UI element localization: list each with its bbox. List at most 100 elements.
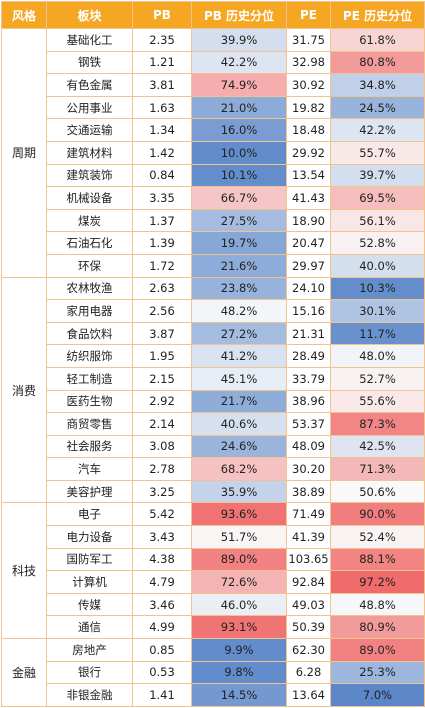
table-row: 食品饮料 3.87 27.2% 21.31 11.7% <box>2 321 425 346</box>
pe-cell: 92.84 <box>286 570 331 594</box>
pb-cell: 3.87 <box>132 321 192 346</box>
pe-percentile-cell: 61.8% <box>330 28 425 52</box>
pe-percentile-cell: 42.5% <box>330 434 425 459</box>
table-header: 风格 板块 PB PB 历史分位 PE PE 历史分位 <box>1 1 425 29</box>
table-row: 交通运输 1.34 16.0% 18.48 42.2% <box>2 118 425 142</box>
pb-percentile-cell: 39.9% <box>191 28 287 52</box>
pe-cell: 13.54 <box>286 163 331 188</box>
table-row: 汽车 2.78 68.2% 30.20 71.3% <box>2 457 425 481</box>
table-row: 公用事业 1.63 21.0% 19.82 24.5% <box>2 95 425 120</box>
pb-percentile-cell: 66.7% <box>191 186 287 210</box>
pb-cell: 2.78 <box>132 457 192 481</box>
sector-cell: 社会服务 <box>46 434 133 459</box>
table-row: 医药生物 2.92 21.7% 38.96 55.6% <box>2 389 425 414</box>
pe-percentile-cell: 30.1% <box>330 299 425 323</box>
table-row: 银行 0.53 9.8% 6.28 25.3% <box>2 660 425 685</box>
pb-percentile-cell: 27.5% <box>191 208 287 233</box>
pb-percentile-cell: 21.7% <box>191 389 287 414</box>
sector-cell: 石油石化 <box>46 231 133 255</box>
style-group-label: 周期 <box>1 28 47 278</box>
pe-percentile-cell: 48.8% <box>330 592 425 617</box>
pb-percentile-cell: 40.6% <box>191 412 287 436</box>
table-row: 轻工制造 2.15 45.1% 33.79 52.7% <box>2 366 425 391</box>
pb-cell: 1.72 <box>132 253 192 278</box>
table-row: 建筑材料 1.42 10.0% 29.92 55.7% <box>2 140 425 165</box>
pb-cell: 3.46 <box>132 592 192 617</box>
pb-percentile-cell: 21.6% <box>191 253 287 278</box>
table-row: 传媒 3.46 46.0% 49.03 48.8% <box>2 592 425 617</box>
pe-percentile-cell: 42.2% <box>330 118 425 142</box>
pb-percentile-cell: 68.2% <box>191 457 287 481</box>
style-group-label: 科技 <box>1 502 47 640</box>
pb-cell: 0.85 <box>132 638 192 662</box>
table-row: 环保 1.72 21.6% 29.97 40.0% <box>2 253 425 278</box>
sector-cell: 建筑装饰 <box>46 163 133 188</box>
table-row: 机械设备 3.35 66.7% 41.43 69.5% <box>2 186 425 210</box>
pb-cell: 2.14 <box>132 412 192 436</box>
pb-percentile-cell: 16.0% <box>191 118 287 142</box>
pe-cell: 29.92 <box>286 140 331 165</box>
table-row: 煤炭 1.37 27.5% 18.90 56.1% <box>2 208 425 233</box>
pe-cell: 21.31 <box>286 321 331 346</box>
pb-percentile-cell: 10.1% <box>191 163 287 188</box>
header-pe-percentile: PE 历史分位 <box>330 1 425 29</box>
header-pb-percentile: PB 历史分位 <box>191 1 287 29</box>
pb-percentile-cell: 72.6% <box>191 570 287 594</box>
pe-cell: 48.09 <box>286 434 331 459</box>
pb-cell: 1.34 <box>132 118 192 142</box>
style-group-label: 消费 <box>1 276 47 504</box>
sector-cell: 食品饮料 <box>46 321 133 346</box>
pe-cell: 38.89 <box>286 479 331 504</box>
table-body: 周期 基础化工 2.35 39.9% 31.75 61.8% 钢铁 1.21 42.2% 32.9… <box>1 28 425 707</box>
pe-cell: 49.03 <box>286 592 331 617</box>
pe-percentile-cell: 55.7% <box>330 140 425 165</box>
pb-cell: 5.42 <box>132 502 192 527</box>
pe-percentile-cell: 90.0% <box>330 502 425 527</box>
sector-cell: 计算机 <box>46 570 133 594</box>
sector-cell: 机械设备 <box>46 186 133 210</box>
pe-percentile-cell: 52.4% <box>330 525 425 549</box>
table-row: 商贸零售 2.14 40.6% 53.37 87.3% <box>2 412 425 436</box>
pe-cell: 41.39 <box>286 525 331 549</box>
pb-cell: 1.63 <box>132 95 192 120</box>
table-row: 建筑装饰 0.84 10.1% 13.54 39.7% <box>2 163 425 188</box>
pb-cell: 1.21 <box>132 50 192 75</box>
pb-percentile-cell: 74.9% <box>191 73 287 97</box>
pe-cell: 50.39 <box>286 615 331 640</box>
sector-cell: 房地产 <box>46 638 133 662</box>
table-row: 周期 基础化工 2.35 39.9% 31.75 61.8% <box>1 28 425 278</box>
sector-cell: 纺织服饰 <box>46 344 133 368</box>
pb-cell: 1.37 <box>132 208 192 233</box>
table-row: 家用电器 2.56 48.2% 15.16 30.1% <box>2 299 425 323</box>
header-pb: PB <box>132 1 192 29</box>
pb-percentile-cell: 27.2% <box>191 321 287 346</box>
pe-percentile-cell: 50.6% <box>330 479 425 504</box>
pb-cell: 3.25 <box>132 479 192 504</box>
pe-cell: 38.96 <box>286 389 331 414</box>
sector-cell: 汽车 <box>46 457 133 481</box>
sector-cell: 有色金属 <box>46 73 133 97</box>
sector-cell: 通信 <box>46 615 133 640</box>
pb-percentile-cell: 41.2% <box>191 344 287 368</box>
pe-cell: 18.48 <box>286 118 331 142</box>
pe-cell: 62.30 <box>286 638 331 662</box>
pe-percentile-cell: 88.1% <box>330 547 425 572</box>
pb-percentile-cell: 24.6% <box>191 434 287 459</box>
pb-percentile-cell: 51.7% <box>191 525 287 549</box>
sector-cell: 国防军工 <box>46 547 133 572</box>
table-row: 计算机 4.79 72.6% 92.84 97.2% <box>2 570 425 594</box>
pe-cell: 30.20 <box>286 457 331 481</box>
sector-cell: 煤炭 <box>46 208 133 233</box>
pe-percentile-cell: 40.0% <box>330 253 425 278</box>
sector-cell: 商贸零售 <box>46 412 133 436</box>
pb-percentile-cell: 9.8% <box>191 660 287 685</box>
pb-cell: 3.81 <box>132 73 192 97</box>
pb-cell: 3.08 <box>132 434 192 459</box>
pb-percentile-cell: 19.7% <box>191 231 287 255</box>
table-row: 石油石化 1.39 19.7% 20.47 52.8% <box>2 231 425 255</box>
pb-cell: 2.92 <box>132 389 192 414</box>
pb-percentile-cell: 10.0% <box>191 140 287 165</box>
pb-percentile-cell: 42.2% <box>191 50 287 75</box>
pb-percentile-cell: 89.0% <box>191 547 287 572</box>
